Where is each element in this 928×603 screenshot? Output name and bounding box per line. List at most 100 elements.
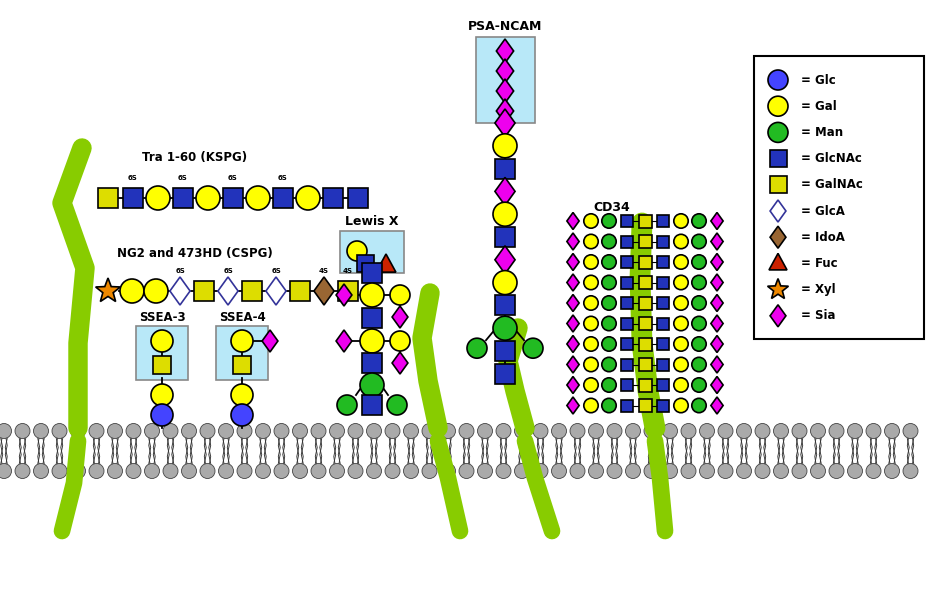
Circle shape (583, 235, 598, 248)
Text: SSEA-3: SSEA-3 (138, 311, 185, 324)
Circle shape (108, 423, 122, 438)
Polygon shape (314, 277, 334, 305)
Circle shape (865, 423, 880, 438)
Bar (656, 215, 668, 227)
Circle shape (767, 122, 787, 142)
Bar (620, 379, 632, 391)
Circle shape (601, 214, 615, 228)
Bar (638, 379, 651, 391)
Bar (638, 358, 651, 371)
Circle shape (767, 70, 787, 90)
Circle shape (367, 464, 381, 479)
Circle shape (292, 423, 307, 438)
Circle shape (403, 423, 418, 438)
Polygon shape (392, 352, 407, 374)
Circle shape (126, 464, 141, 479)
Circle shape (601, 276, 615, 289)
Circle shape (292, 464, 307, 479)
Circle shape (533, 464, 548, 479)
Bar (638, 297, 651, 309)
Polygon shape (496, 39, 513, 63)
Bar (656, 256, 668, 268)
Circle shape (458, 464, 473, 479)
Bar (241, 281, 262, 301)
Circle shape (467, 338, 486, 358)
Circle shape (691, 399, 705, 412)
Circle shape (717, 464, 732, 479)
Text: = Xyl: = Xyl (800, 283, 834, 296)
Text: = Man: = Man (800, 126, 843, 139)
Text: PSA-NCAM: PSA-NCAM (468, 20, 542, 33)
Circle shape (792, 423, 806, 438)
Text: = Glc: = Glc (800, 74, 835, 86)
Circle shape (71, 464, 85, 479)
Bar (194, 281, 213, 301)
Circle shape (348, 423, 363, 438)
Bar (495, 159, 514, 178)
Text: CD34: CD34 (593, 201, 630, 214)
Bar (638, 215, 651, 227)
Circle shape (311, 464, 326, 479)
Circle shape (583, 317, 598, 330)
Bar (620, 318, 632, 329)
Bar (638, 338, 651, 350)
Circle shape (71, 423, 85, 438)
Circle shape (151, 330, 173, 352)
Bar (495, 295, 514, 315)
Circle shape (717, 423, 732, 438)
Circle shape (570, 423, 585, 438)
Polygon shape (566, 294, 578, 312)
Circle shape (699, 423, 714, 438)
Circle shape (477, 464, 492, 479)
Polygon shape (392, 306, 407, 328)
Text: = IdoA: = IdoA (800, 231, 844, 244)
Circle shape (33, 423, 48, 438)
Bar (620, 256, 632, 268)
Text: = Gal: = Gal (800, 99, 836, 113)
Circle shape (691, 235, 705, 248)
Circle shape (360, 373, 383, 397)
Polygon shape (769, 226, 785, 248)
Circle shape (809, 464, 825, 479)
Circle shape (367, 423, 381, 438)
Bar (656, 379, 668, 391)
Circle shape (902, 464, 917, 479)
Circle shape (673, 296, 688, 310)
Polygon shape (496, 99, 513, 123)
Circle shape (421, 423, 436, 438)
Circle shape (551, 423, 566, 438)
Circle shape (514, 464, 529, 479)
Circle shape (360, 283, 383, 307)
Bar (656, 400, 668, 411)
Circle shape (583, 276, 598, 289)
Text: 6S: 6S (175, 268, 185, 274)
Polygon shape (496, 59, 513, 83)
Circle shape (570, 464, 585, 479)
Circle shape (231, 404, 252, 426)
Circle shape (587, 423, 603, 438)
FancyBboxPatch shape (135, 326, 187, 380)
Circle shape (360, 329, 383, 353)
Circle shape (828, 423, 844, 438)
Polygon shape (710, 335, 722, 353)
Circle shape (493, 271, 517, 295)
Circle shape (583, 337, 598, 351)
Circle shape (347, 241, 367, 261)
Circle shape (691, 276, 705, 289)
Bar (620, 359, 632, 370)
Bar (656, 359, 668, 370)
Text: 6S: 6S (271, 268, 280, 274)
FancyBboxPatch shape (754, 56, 923, 339)
Text: 4S: 4S (342, 268, 353, 274)
Circle shape (691, 214, 705, 228)
Circle shape (736, 464, 751, 479)
Circle shape (673, 214, 688, 228)
Circle shape (625, 423, 639, 438)
Bar (356, 254, 373, 271)
Circle shape (255, 423, 270, 438)
Circle shape (384, 423, 400, 438)
Bar (620, 400, 632, 411)
Circle shape (390, 285, 409, 305)
Text: 6S: 6S (128, 175, 137, 181)
Circle shape (583, 378, 598, 392)
